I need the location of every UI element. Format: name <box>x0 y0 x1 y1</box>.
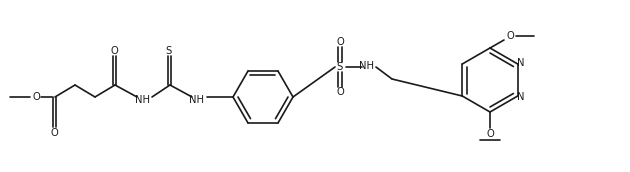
Text: O: O <box>32 92 40 102</box>
Text: O: O <box>506 31 514 41</box>
Text: NH: NH <box>134 95 149 105</box>
Text: O: O <box>486 129 494 139</box>
Text: O: O <box>336 87 344 97</box>
Text: O: O <box>110 46 118 56</box>
Text: NH: NH <box>190 95 205 105</box>
Text: O: O <box>336 37 344 47</box>
Text: N: N <box>517 58 524 68</box>
Text: S: S <box>166 46 172 56</box>
Text: O: O <box>50 128 58 138</box>
Text: NH: NH <box>360 61 374 71</box>
Text: N: N <box>517 92 524 102</box>
Text: S: S <box>337 62 343 72</box>
